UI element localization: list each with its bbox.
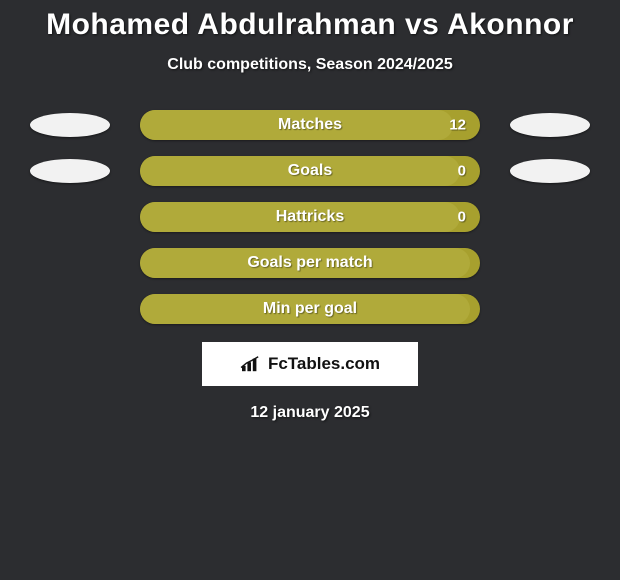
spacer [510,297,590,321]
stat-bar: Min per goal [140,294,480,324]
stat-bar: Matches12 [140,110,480,140]
player-right-ellipse [510,113,590,137]
spacer [30,297,110,321]
spacer [30,251,110,275]
stat-label: Goals [140,162,480,180]
comparison-row: Hattricks0 [0,202,620,232]
player-right-ellipse [510,159,590,183]
page-title: Mohamed Abdulrahman vs Akonnor [0,0,620,42]
stat-value: 0 [458,209,466,226]
comparison-row: Goals per match [0,248,620,278]
stat-value: 12 [449,117,466,134]
stat-label: Matches [140,116,480,134]
stat-label: Hattricks [140,208,480,226]
stat-bar: Goals0 [140,156,480,186]
spacer [510,205,590,229]
comparison-rows: Matches12Goals0Hattricks0Goals per match… [0,110,620,324]
spacer [30,205,110,229]
player-left-ellipse [30,159,110,183]
comparison-row: Min per goal [0,294,620,324]
comparison-row: Matches12 [0,110,620,140]
brand-badge: FcTables.com [202,342,418,386]
brand-text: FcTables.com [268,354,380,374]
spacer [510,251,590,275]
stat-value: 0 [458,163,466,180]
stat-label: Goals per match [140,254,480,272]
player-left-ellipse [30,113,110,137]
stat-bar: Goals per match [140,248,480,278]
comparison-row: Goals0 [0,156,620,186]
date-label: 12 january 2025 [0,404,620,422]
stat-label: Min per goal [140,300,480,318]
page-subtitle: Club competitions, Season 2024/2025 [0,56,620,74]
bar-chart-icon [240,355,262,373]
stat-bar: Hattricks0 [140,202,480,232]
